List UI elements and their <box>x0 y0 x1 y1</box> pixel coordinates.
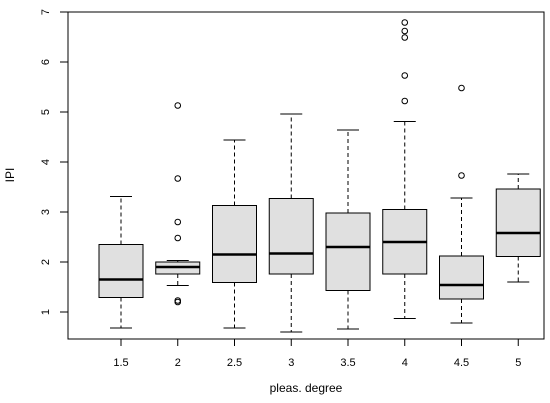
y-tick-label: 2 <box>40 259 52 265</box>
box-iqr <box>439 255 484 300</box>
y-axis: 1 2 3 4 5 6 7 <box>40 9 69 315</box>
box-group <box>382 19 428 319</box>
x-tick-label: 3.5 <box>340 357 355 369</box>
y-tick-label: 1 <box>40 309 52 315</box>
x-tick-label: 2.5 <box>227 357 242 369</box>
box-iqr <box>98 244 144 298</box>
x-tick-label: 5 <box>515 357 521 369</box>
x-tick-label: 2 <box>175 357 181 369</box>
box-iqr <box>268 198 314 275</box>
box-group <box>98 196 144 329</box>
y-tick-label: 7 <box>40 9 52 15</box>
x-axis: 1.5 2 2.5 3 3.5 4 4.5 5 <box>113 338 521 369</box>
box-group <box>439 84 484 324</box>
boxes-group <box>98 19 541 333</box>
x-tick-label: 4.5 <box>454 357 469 369</box>
outlier-point <box>401 34 409 41</box>
outlier-point <box>174 234 182 242</box>
x-axis-label: pleas. degree <box>270 381 343 395</box>
box-iqr <box>495 188 541 257</box>
outlier-point <box>401 97 409 105</box>
box-group <box>212 139 257 329</box>
y-tick-label: 6 <box>40 59 52 65</box>
y-tick-label: 4 <box>40 159 52 165</box>
outlier-point <box>458 84 465 92</box>
outlier-point <box>174 175 182 182</box>
box-group <box>155 102 201 306</box>
box-iqr <box>325 212 371 291</box>
x-tick-label: 4 <box>402 357 408 369</box>
x-tick-label: 1.5 <box>113 357 128 369</box>
box-group <box>495 173 541 283</box>
outlier-point <box>174 297 182 304</box>
y-tick-label: 3 <box>40 209 52 215</box>
outlier-point <box>401 72 409 79</box>
box-group <box>268 113 314 333</box>
box-group <box>325 129 371 330</box>
box-iqr <box>212 205 257 283</box>
outlier-point <box>458 172 465 179</box>
x-tick-label: 3 <box>288 357 294 369</box>
outlier-point <box>401 27 409 35</box>
outlier-point <box>174 218 182 226</box>
outlier-point <box>401 19 409 26</box>
y-tick-label: 5 <box>40 109 52 115</box>
y-axis-label: IPI <box>3 168 17 183</box>
outlier-point <box>174 102 182 109</box>
